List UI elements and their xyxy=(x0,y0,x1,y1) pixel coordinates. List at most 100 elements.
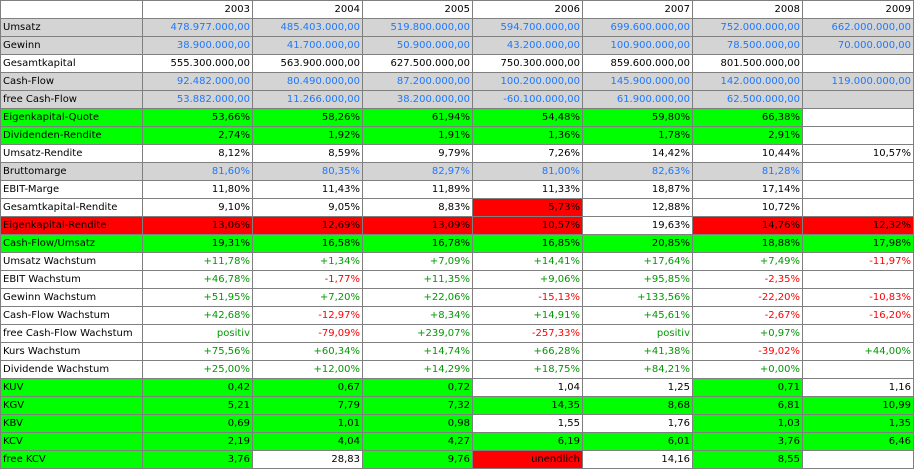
value-cell[interactable]: -39,02% xyxy=(692,342,803,361)
value-cell[interactable]: 1,91% xyxy=(362,126,473,145)
value-cell[interactable]: -16,20% xyxy=(802,306,914,325)
value-cell[interactable]: +51,95% xyxy=(142,288,253,307)
row-label[interactable]: Dividenden-Rendite xyxy=(0,126,143,145)
value-cell[interactable]: 594.700.000,00 xyxy=(472,18,583,37)
value-cell[interactable]: +60,34% xyxy=(252,342,363,361)
value-cell[interactable]: 17,14% xyxy=(692,180,803,199)
value-cell[interactable]: 1,01 xyxy=(252,414,363,433)
value-cell[interactable]: 53,66% xyxy=(142,108,253,127)
value-cell[interactable]: 10,57% xyxy=(802,144,914,163)
value-cell[interactable]: 17,98% xyxy=(802,234,914,253)
value-cell[interactable]: 5,21 xyxy=(142,396,253,415)
value-cell[interactable]: 19,31% xyxy=(142,234,253,253)
value-cell[interactable]: 0,71 xyxy=(692,378,803,397)
value-cell[interactable]: +84,21% xyxy=(582,360,693,379)
value-cell[interactable]: 9,76 xyxy=(362,450,473,469)
value-cell[interactable]: 478.977.000,00 xyxy=(142,18,253,37)
value-cell[interactable]: 62.500.000,00 xyxy=(692,90,803,109)
value-cell[interactable]: -60.100.000,00 xyxy=(472,90,583,109)
value-cell[interactable]: 54,48% xyxy=(472,108,583,127)
row-label[interactable]: Cash-Flow Wachstum xyxy=(0,306,143,325)
value-cell[interactable] xyxy=(802,126,914,145)
value-cell[interactable]: positiv xyxy=(142,324,253,343)
value-cell[interactable]: +133,56% xyxy=(582,288,693,307)
value-cell[interactable]: +45,61% xyxy=(582,306,693,325)
value-cell[interactable]: 119.000.000,00 xyxy=(802,72,914,91)
value-cell[interactable]: 13,09% xyxy=(362,216,473,235)
value-cell[interactable]: 14,35 xyxy=(472,396,583,415)
row-label[interactable]: free KCV xyxy=(0,450,143,469)
value-cell[interactable]: 1,78% xyxy=(582,126,693,145)
value-cell[interactable]: +14,41% xyxy=(472,252,583,271)
value-cell[interactable] xyxy=(802,360,914,379)
row-label[interactable]: Umsatz-Rendite xyxy=(0,144,143,163)
value-cell[interactable]: +25,00% xyxy=(142,360,253,379)
row-label[interactable]: KBV xyxy=(0,414,143,433)
value-cell[interactable]: 11.266.000,00 xyxy=(252,90,363,109)
value-cell[interactable]: 59,80% xyxy=(582,108,693,127)
value-cell[interactable]: 11,89% xyxy=(362,180,473,199)
value-cell[interactable]: 859.600.000,00 xyxy=(582,54,693,73)
value-cell[interactable]: 1,92% xyxy=(252,126,363,145)
value-cell[interactable] xyxy=(802,198,914,217)
value-cell[interactable]: 82,97% xyxy=(362,162,473,181)
value-cell[interactable]: 1,25 xyxy=(582,378,693,397)
row-label[interactable]: KCV xyxy=(0,432,143,451)
value-cell[interactable]: -2,35% xyxy=(692,270,803,289)
value-cell[interactable]: 1,04 xyxy=(472,378,583,397)
value-cell[interactable]: 66,38% xyxy=(692,108,803,127)
value-cell[interactable]: -15,13% xyxy=(472,288,583,307)
value-cell[interactable]: 87.200.000,00 xyxy=(362,72,473,91)
value-cell[interactable]: 10,72% xyxy=(692,198,803,217)
row-label[interactable]: Dividende Wachstum xyxy=(0,360,143,379)
value-cell[interactable]: 555.300.000,00 xyxy=(142,54,253,73)
row-label[interactable]: Eigenkapital-Quote xyxy=(0,108,143,127)
value-cell[interactable]: 6,19 xyxy=(472,432,583,451)
value-cell[interactable]: 4,04 xyxy=(252,432,363,451)
value-cell[interactable]: 563.900.000,00 xyxy=(252,54,363,73)
value-cell[interactable]: 8,12% xyxy=(142,144,253,163)
value-cell[interactable]: +44,00% xyxy=(802,342,914,361)
value-cell[interactable]: -257,33% xyxy=(472,324,583,343)
value-cell[interactable]: +7,49% xyxy=(692,252,803,271)
value-cell[interactable]: 6,46 xyxy=(802,432,914,451)
value-cell[interactable]: +46,78% xyxy=(142,270,253,289)
row-label[interactable]: Gesamtkapital-Rendite xyxy=(0,198,143,217)
value-cell[interactable]: 12,32% xyxy=(802,216,914,235)
value-cell[interactable]: -12,97% xyxy=(252,306,363,325)
value-cell[interactable]: 61,94% xyxy=(362,108,473,127)
value-cell[interactable] xyxy=(802,54,914,73)
value-cell[interactable]: +11,78% xyxy=(142,252,253,271)
value-cell[interactable]: 1,55 xyxy=(472,414,583,433)
value-cell[interactable]: 8,59% xyxy=(252,144,363,163)
value-cell[interactable]: 14,42% xyxy=(582,144,693,163)
value-cell[interactable]: 70.000.000,00 xyxy=(802,36,914,55)
value-cell[interactable]: 7,26% xyxy=(472,144,583,163)
value-cell[interactable]: 699.600.000,00 xyxy=(582,18,693,37)
year-header-cell[interactable]: 2007 xyxy=(582,0,693,19)
year-header-cell[interactable]: 2004 xyxy=(252,0,363,19)
value-cell[interactable]: 627.500.000,00 xyxy=(362,54,473,73)
year-header-cell[interactable]: 2006 xyxy=(472,0,583,19)
value-cell[interactable]: -1,77% xyxy=(252,270,363,289)
value-cell[interactable]: 100.200.000,00 xyxy=(472,72,583,91)
value-cell[interactable]: -11,97% xyxy=(802,252,914,271)
value-cell[interactable]: -22,20% xyxy=(692,288,803,307)
value-cell[interactable]: 11,43% xyxy=(252,180,363,199)
value-cell[interactable]: 53.882.000,00 xyxy=(142,90,253,109)
value-cell[interactable]: 28,83 xyxy=(252,450,363,469)
value-cell[interactable]: +0,00% xyxy=(692,360,803,379)
year-header-cell[interactable]: 2008 xyxy=(692,0,803,19)
value-cell[interactable]: 0,69 xyxy=(142,414,253,433)
value-cell[interactable]: 750.300.000,00 xyxy=(472,54,583,73)
value-cell[interactable]: 485.403.000,00 xyxy=(252,18,363,37)
value-cell[interactable] xyxy=(802,90,914,109)
value-cell[interactable]: 19,63% xyxy=(582,216,693,235)
value-cell[interactable]: +22,06% xyxy=(362,288,473,307)
value-cell[interactable]: +12,00% xyxy=(252,360,363,379)
value-cell[interactable]: 3,76 xyxy=(692,432,803,451)
value-cell[interactable]: unendlich xyxy=(472,450,583,469)
value-cell[interactable]: 9,79% xyxy=(362,144,473,163)
value-cell[interactable]: 14,76% xyxy=(692,216,803,235)
value-cell[interactable]: +75,56% xyxy=(142,342,253,361)
